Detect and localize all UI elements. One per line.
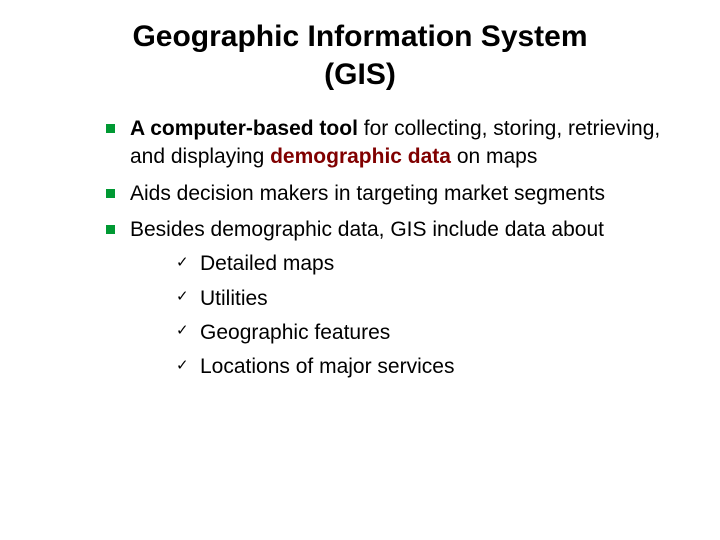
- bullet-text: Aids decision makers in targeting market…: [130, 182, 605, 205]
- sub-bullet-text: Locations of major services: [200, 355, 454, 378]
- text-run-accent: demographic data: [270, 145, 451, 168]
- title-line-1: Geographic Information System: [40, 18, 680, 56]
- sub-bullet-text: Utilities: [200, 287, 268, 310]
- slide: Geographic Information System (GIS) A co…: [0, 0, 720, 540]
- sub-bullet-list: Detailed maps Utilities Geographic featu…: [130, 250, 680, 381]
- text-run: on maps: [451, 145, 537, 168]
- slide-title: Geographic Information System (GIS): [40, 18, 680, 93]
- sub-bullet-text: Detailed maps: [200, 252, 334, 275]
- bullet-item: Aids decision makers in targeting market…: [100, 180, 680, 208]
- bullet-item: Besides demographic data, GIS include da…: [100, 216, 680, 382]
- text-run: A computer-based tool: [130, 117, 358, 140]
- sub-bullet-text: Geographic features: [200, 321, 390, 344]
- bullet-text: Besides demographic data, GIS include da…: [130, 218, 604, 241]
- bullet-text: A computer-based tool for collecting, st…: [130, 117, 660, 168]
- sub-bullet-item: Locations of major services: [170, 353, 680, 381]
- sub-bullet-item: Geographic features: [170, 319, 680, 347]
- title-line-2: (GIS): [40, 56, 680, 94]
- sub-bullet-item: Detailed maps: [170, 250, 680, 278]
- bullet-list: A computer-based tool for collecting, st…: [40, 115, 680, 382]
- bullet-item: A computer-based tool for collecting, st…: [100, 115, 680, 172]
- sub-bullet-item: Utilities: [170, 285, 680, 313]
